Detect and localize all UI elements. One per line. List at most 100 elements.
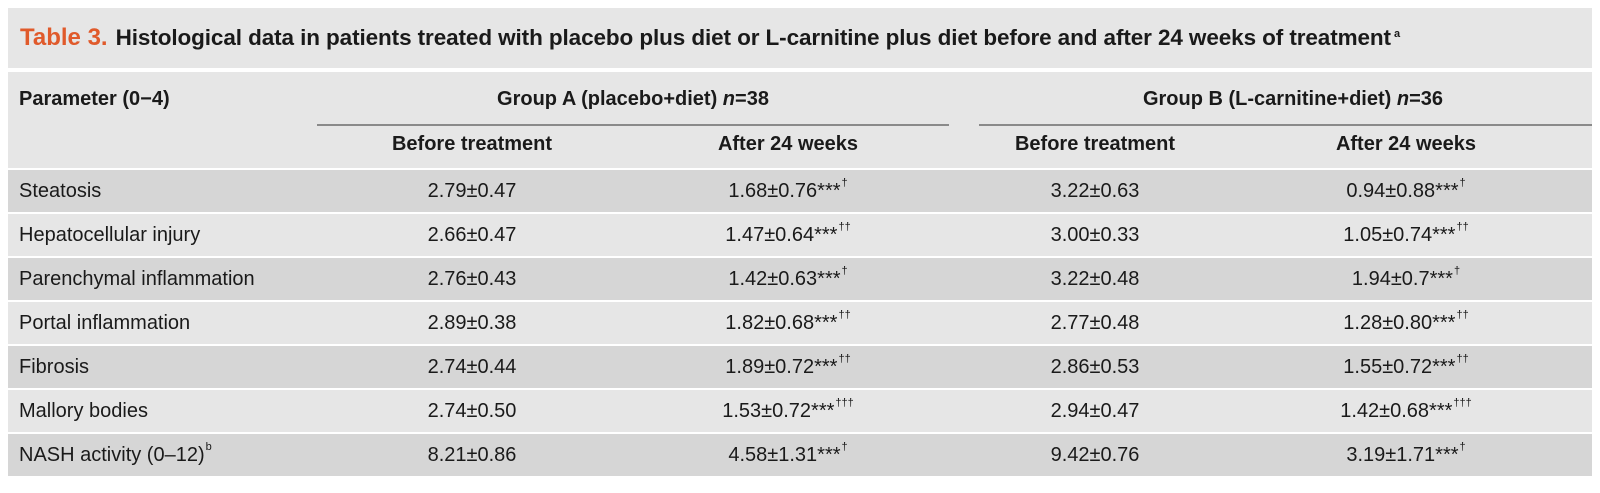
cell-b-before: 3.00±0.33 [945,224,1245,247]
title-footnote-marker: a [1393,28,1401,40]
row-label-text: Hepatocellular injury [19,223,201,246]
significance-dagger: † [1453,264,1461,277]
significance-dagger: † [1459,176,1466,189]
significance-dagger: †† [838,352,851,365]
cell-value: 2.94±0.47 [1050,399,1140,422]
significance-dagger: †† [838,308,851,321]
cell-value: 1.68±0.76*** [728,179,841,202]
cell-value: 3.19±1.71*** [1346,443,1459,466]
row-label: Fibrosis [19,356,89,379]
cell-value: 3.22±0.63 [1050,179,1140,202]
significance-dagger: †† [838,220,851,233]
sub-header-b-before: Before treatment [1014,133,1176,155]
cell-a-before: 2.66±0.47 [322,224,622,247]
cell-b-before: 2.86±0.53 [945,356,1245,379]
row-label: Portal inflammation [19,312,190,335]
cell-a-before: 2.89±0.38 [322,312,622,335]
row-label: Hepatocellular injury [19,224,200,247]
significance-dagger: †† [1456,352,1469,365]
row-label-text: Portal inflammation [19,311,191,334]
significance-dagger: ††† [1453,396,1472,409]
group-a-n-value: =38 [735,88,769,110]
cell-b-after: 1.94±0.7***† [1256,264,1556,291]
cell-value: 2.76±0.43 [427,267,517,290]
row-label-footnote-marker: b [205,440,212,453]
cell-value: 1.94±0.7*** [1351,267,1453,290]
cell-value: 2.77±0.48 [1050,311,1140,334]
cell-value: 1.89±0.72*** [725,355,838,378]
sub-header-b-after: After 24 weeks [1335,133,1477,155]
row-label-text: Fibrosis [19,355,90,378]
row-label-text: NASH activity (0–12) [19,443,205,466]
table-number: Table 3. [20,24,108,51]
cell-b-before: 9.42±0.76 [945,444,1245,467]
table-row: Parenchymal inflammation 2.76±0.43 1.42±0.… [8,256,1592,300]
cell-b-before: 2.94±0.47 [945,400,1245,423]
cell-b-before: 2.77±0.48 [945,312,1245,335]
table-body: Steatosis 2.79±0.47 1.68±0.76***† 3.22±0.63… [8,168,1592,476]
parameter-header: Parameter (0−4) [19,88,170,110]
table-row: Steatosis 2.79±0.47 1.68±0.76***† 3.22±0.63… [8,168,1592,212]
cell-b-before: 3.22±0.63 [945,180,1245,203]
cell-a-after: 1.68±0.76***† [638,176,938,203]
cell-value: 8.21±0.86 [427,443,517,466]
cell-value: 1.42±0.63*** [728,267,841,290]
cell-value: 1.47±0.64*** [725,223,838,246]
significance-dagger: † [841,264,848,277]
row-label-text: Steatosis [19,179,102,202]
cell-value: 2.89±0.38 [427,311,517,334]
group-a-rule [317,124,949,126]
row-label: Parenchymal inflammation [19,268,255,291]
group-a-header: Group A (placebo+diet) n=38 [317,88,949,111]
cell-b-after: 1.55±0.72***†† [1256,352,1556,379]
cell-b-before: 3.22±0.48 [945,268,1245,291]
table-caption: Table 3. Histological data in patients t… [8,8,1592,68]
cell-value: 2.86±0.53 [1050,355,1140,378]
cell-value: 2.79±0.47 [427,179,517,202]
cell-a-after: 1.89±0.72***†† [638,352,938,379]
cell-value: 0.94±0.88*** [1346,179,1459,202]
cell-b-after: 1.42±0.68***††† [1256,396,1556,423]
cell-a-before: 2.76±0.43 [322,268,622,291]
cell-a-before: 2.74±0.50 [322,400,622,423]
row-label: Steatosis [19,180,101,203]
cell-a-after: 4.58±1.31***† [638,440,938,467]
table-row: Mallory bodies 2.74±0.50 1.53±0.72***††† 2.… [8,388,1592,432]
cell-b-after: 1.28±0.80***†† [1256,308,1556,335]
cell-a-after: 1.42±0.63***† [638,264,938,291]
group-a-label: Group A (placebo+diet) [497,88,723,110]
cell-b-after: 1.05±0.74***†† [1256,220,1556,247]
table-header: Parameter (0−4) Group A (placebo+diet) n… [8,72,1592,168]
significance-dagger: ††† [835,396,854,409]
cell-a-before: 2.74±0.44 [322,356,622,379]
sub-header-a-after: After 24 weeks [717,133,859,155]
significance-dagger: † [841,176,848,189]
cell-a-after: 1.47±0.64***†† [638,220,938,247]
cell-b-after: 3.19±1.71***† [1256,441,1556,467]
table-row: Portal inflammation 2.89±0.38 1.82±0.68***… [8,300,1592,344]
table-row: Fibrosis 2.74±0.44 1.89±0.72***†† 2.86±0.53… [8,344,1592,388]
row-label: Mallory bodies [19,400,148,423]
cell-b-after: 0.94±0.88***† [1256,176,1556,203]
group-b-label: Group B (L-carnitine+diet) [1142,88,1397,110]
histology-table: Table 3. Histological data in patients t… [8,8,1592,476]
cell-a-before: 2.79±0.47 [322,180,622,203]
significance-dagger: †† [1456,220,1469,233]
table-title: Histological data in patients treated wi… [115,25,1391,50]
significance-dagger: † [841,440,848,453]
group-b-header: Group B (L-carnitine+diet) n=36 [979,88,1600,111]
group-b-rule [979,124,1592,126]
cell-value: 1.53±0.72*** [722,399,835,422]
group-b-n-symbol: n [1396,88,1410,110]
row-label-text: Parenchymal inflammation [19,267,255,290]
cell-value: 1.82±0.68*** [725,311,838,334]
cell-value: 1.42±0.68*** [1340,399,1453,422]
cell-value: 1.55±0.72*** [1343,355,1456,378]
significance-dagger: †† [1456,308,1469,321]
cell-a-after: 1.53±0.72***††† [638,396,938,423]
cell-value: 2.74±0.44 [427,355,517,378]
row-label-text: Mallory bodies [19,399,148,422]
cell-value: 3.00±0.33 [1050,223,1140,246]
table-row: NASH activity (0–12)b 8.21±0.86 4.58±1.31*… [8,432,1592,476]
group-a-n-symbol: n [722,88,736,110]
